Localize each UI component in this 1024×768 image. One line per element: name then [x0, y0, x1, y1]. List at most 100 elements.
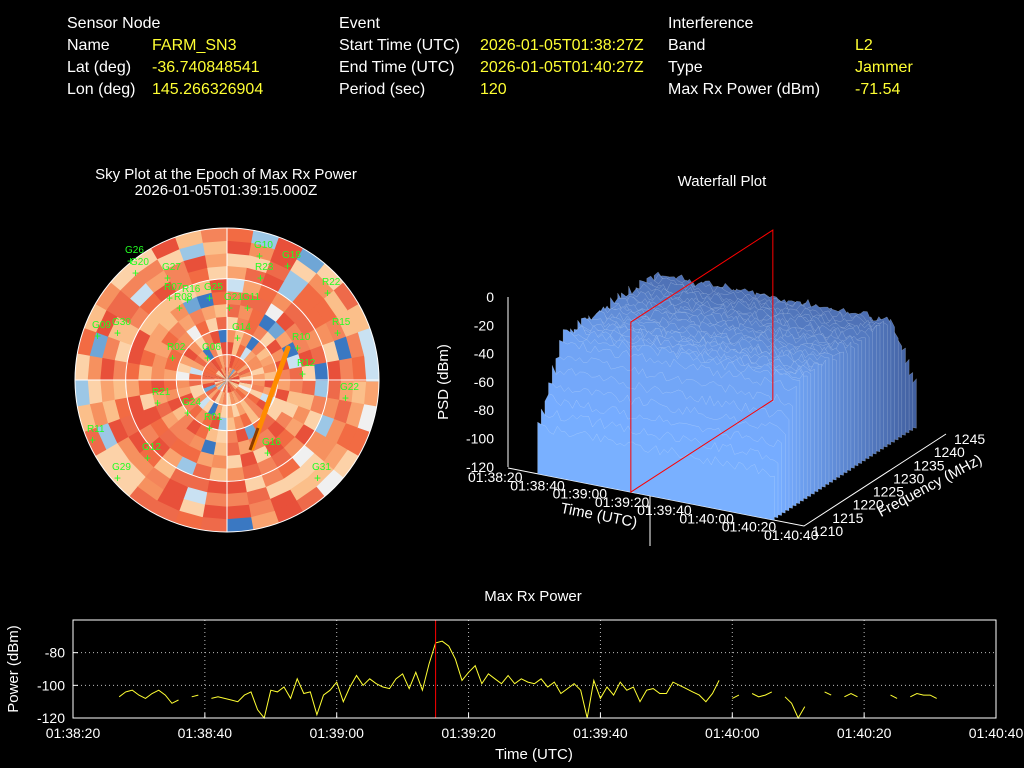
skyplot-cell — [88, 330, 109, 358]
skyplot-cell — [332, 449, 360, 480]
skyplot-cell — [128, 246, 159, 274]
power-line-segment — [784, 696, 806, 720]
event-start-label: Start Time (UTC) — [339, 37, 460, 54]
skyplot-cell — [240, 331, 254, 348]
waterfall-z-tick: -60 — [474, 374, 494, 390]
skyplot-cell — [127, 485, 158, 513]
skyplot-cell — [226, 392, 232, 407]
power-x-tick: 01:40:20 — [837, 725, 892, 741]
skyplot-cell — [162, 478, 188, 500]
skyplot-cell — [200, 228, 229, 243]
skyplot-cell — [299, 453, 325, 479]
skyplot-cell — [173, 510, 203, 531]
skyplot-title: Sky Plot at the Epoch of Max Rx Power — [95, 166, 357, 183]
skyplot-cell — [274, 236, 305, 260]
skyplot-cell — [294, 314, 317, 337]
skyplot-satellite-mark: + — [184, 406, 191, 420]
skyplot-cell — [163, 388, 180, 402]
event-start-value: 2026-01-05T01:38:27Z — [480, 37, 644, 54]
skyplot-cell — [176, 428, 196, 447]
skyplot-cell — [238, 382, 253, 390]
skyplot-cell — [210, 454, 227, 470]
skyplot-cell — [227, 369, 238, 380]
skyplot-cell — [276, 380, 292, 392]
waterfall-z-tick: -100 — [466, 431, 494, 447]
skyplot-cell — [235, 343, 247, 359]
skyplot-satellite-label: R16 — [182, 284, 201, 295]
skyplot-cell — [109, 261, 139, 291]
skyplot-cell — [249, 510, 280, 531]
skyplot-cell — [239, 375, 254, 381]
skyplot-cell — [115, 436, 140, 463]
skyplot-cell — [231, 391, 241, 405]
skyplot-cell — [119, 271, 147, 299]
skyplot-cell — [150, 235, 181, 260]
power-y-tick: -120 — [37, 710, 65, 726]
skyplot-cell — [118, 460, 146, 488]
waterfall-y-tick: 1235 — [913, 457, 944, 473]
skyplot-satellite-mark: + — [114, 326, 121, 340]
skyplot-cell — [347, 427, 371, 458]
skyplot-cell — [199, 439, 216, 456]
skyplot-cell — [248, 360, 264, 372]
skyplot-cell — [314, 380, 330, 399]
skyplot-satellite-label: G22 — [340, 382, 359, 393]
skyplot-cell — [196, 396, 211, 410]
skyplot-satellite-mark: + — [176, 301, 183, 315]
skyplot-cell — [168, 320, 187, 340]
skyplot-cell — [212, 442, 227, 457]
event-period-label: Period (sec) — [339, 81, 426, 98]
skyplot-cell — [208, 415, 221, 431]
skyplot-cell — [175, 283, 198, 304]
power-line-segment — [191, 694, 199, 698]
skyplot-subtitle: 2026-01-05T01:39:15.000Z — [134, 182, 318, 199]
skyplot-cell — [200, 412, 214, 429]
interference-band-value: L2 — [855, 37, 873, 54]
skyplot-cell — [336, 309, 360, 338]
skyplot-cell — [323, 443, 349, 472]
skyplot-cell — [213, 375, 227, 380]
skyplot-satellite-mark: + — [169, 351, 176, 365]
skyplot-cell — [284, 269, 310, 294]
skyplot-trajectory-end — [248, 427, 260, 451]
skyplot-cell — [227, 228, 256, 243]
skyplot-satellite-label: G16 — [262, 437, 281, 448]
skyplot-cell — [339, 380, 355, 404]
skyplot-cell — [201, 370, 216, 378]
skyplot-cell — [188, 379, 203, 387]
skyplot-cell — [76, 326, 97, 356]
skyplot-cell — [333, 281, 361, 312]
skyplot-cell — [217, 417, 227, 432]
skyplot-cell — [325, 316, 348, 343]
skyplot-cell — [204, 386, 218, 397]
power-line-segment — [751, 691, 773, 698]
skyplot-cell — [250, 366, 266, 376]
skyplot-cell — [225, 479, 247, 495]
skyplot-satellite-mark: + — [342, 391, 349, 405]
skyplot-cell — [162, 379, 178, 392]
skyplot-satellite-mark: + — [164, 271, 171, 285]
skyplot-cell — [298, 393, 316, 412]
skyplot-cell — [218, 380, 227, 392]
skyplot-cell — [269, 489, 298, 513]
skyplot-cell — [248, 388, 264, 400]
waterfall-x-tick: 01:40:40 — [764, 527, 819, 543]
skyplot-cell — [151, 390, 168, 407]
skyplot-cell — [227, 367, 234, 380]
power-xlabel: Time (UTC) — [495, 746, 573, 763]
skyplot-cell — [108, 468, 138, 498]
skyplot-cell — [135, 476, 164, 502]
skyplot-cell — [200, 304, 217, 321]
skyplot-cell — [256, 456, 279, 477]
skyplot-satellite-mark: + — [166, 291, 173, 305]
skyplot-satellite-mark: + — [206, 291, 213, 305]
skyplot-cell — [235, 359, 248, 372]
skyplot-cell — [231, 355, 241, 370]
skyplot-cell — [240, 291, 259, 309]
skyplot-cell — [257, 283, 280, 304]
skyplot-cell — [76, 402, 97, 433]
skyplot-cell — [238, 304, 255, 321]
waterfall-y-tick: 1240 — [934, 444, 965, 460]
skyplot-cell — [227, 380, 232, 394]
skyplot-cell — [169, 301, 190, 322]
